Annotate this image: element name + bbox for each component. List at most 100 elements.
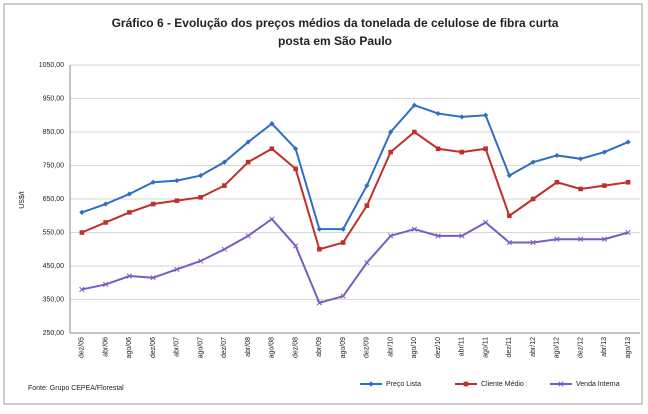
data-point <box>245 159 251 165</box>
data-point <box>126 273 133 279</box>
legend-marker <box>368 381 374 387</box>
data-point <box>103 220 108 225</box>
data-point <box>198 195 203 200</box>
data-point <box>483 112 489 118</box>
data-point <box>602 183 607 188</box>
x-tick-label: dez/05 <box>79 337 86 358</box>
y-tick-label: 1050,00 <box>39 62 64 69</box>
data-point <box>221 246 228 252</box>
data-point <box>102 281 109 288</box>
y-tick-label: 750,00 <box>43 162 65 169</box>
y-tick-label: 250,00 <box>43 330 65 337</box>
x-tick-label: abr/06 <box>102 337 109 357</box>
x-tick-label: ago/07 <box>197 337 204 359</box>
x-tick-label: dez/07 <box>221 337 228 358</box>
data-point <box>340 226 346 232</box>
data-point <box>364 183 370 189</box>
legend-label: Preço Lista <box>386 381 421 388</box>
data-point <box>340 240 346 245</box>
data-point <box>79 286 85 293</box>
data-point <box>459 233 465 239</box>
data-point <box>293 166 298 172</box>
data-point <box>530 239 536 246</box>
data-point <box>222 183 227 188</box>
x-tick-label: abr/12 <box>530 337 537 357</box>
y-axis-label: US$/t <box>19 191 26 209</box>
data-point <box>435 146 441 152</box>
legend-marker <box>463 381 469 387</box>
data-point <box>412 129 417 135</box>
data-point <box>435 233 441 239</box>
x-tick-label: ago/12 <box>554 337 561 359</box>
x-tick-label: dez/10 <box>435 337 442 358</box>
data-point <box>150 275 156 281</box>
series-line <box>81 104 629 231</box>
data-point <box>554 236 560 242</box>
y-tick-label: 450,00 <box>43 263 65 270</box>
data-point <box>317 246 322 252</box>
legend-label: Cliente Médio <box>481 381 524 388</box>
data-point <box>507 213 512 219</box>
data-point <box>625 139 631 145</box>
x-tick-label: abr/08 <box>245 337 252 357</box>
data-point <box>577 236 584 242</box>
data-point <box>126 191 132 197</box>
data-point <box>316 226 322 232</box>
data-point <box>388 149 393 155</box>
data-point <box>364 259 370 266</box>
data-point <box>79 230 85 235</box>
data-point <box>269 216 275 222</box>
data-point <box>364 203 370 208</box>
x-tick-label: abr/11 <box>459 337 466 356</box>
data-point <box>316 300 323 306</box>
data-point <box>578 156 584 162</box>
data-point <box>601 236 608 242</box>
data-point <box>554 179 560 185</box>
x-tick-label: dez/06 <box>150 337 157 358</box>
data-point <box>482 219 489 226</box>
y-tick-label: 650,00 <box>43 196 65 203</box>
data-point <box>388 129 394 135</box>
chart-title: Gráfico 6 - Evolução dos preços médios d… <box>112 16 559 30</box>
series-line <box>81 130 629 251</box>
data-point <box>554 152 560 159</box>
source: Fonte: Grupo CEPEA/Florestal <box>28 385 124 392</box>
x-tick-label: ago/06 <box>126 337 133 359</box>
x-tick-label: dez/12 <box>577 337 584 358</box>
x-tick-label: ago/10 <box>411 337 418 359</box>
x-tick-label: ago/09 <box>340 337 347 359</box>
data-point <box>292 243 299 249</box>
data-point <box>530 196 536 202</box>
data-point <box>293 146 299 152</box>
data-point <box>150 179 156 185</box>
data-point <box>506 172 512 179</box>
data-point <box>198 172 204 179</box>
data-point <box>340 293 346 299</box>
chart-title: posta em São Paulo <box>278 34 392 48</box>
y-tick-label: 950,00 <box>43 95 65 102</box>
data-point <box>506 239 513 246</box>
frame <box>3 3 643 405</box>
legend-label: Venda Interna <box>576 381 620 388</box>
data-point <box>197 258 204 264</box>
data-point <box>387 233 394 239</box>
data-point <box>269 146 275 152</box>
data-point <box>625 229 631 236</box>
legend-marker <box>558 381 564 387</box>
data-point <box>459 149 465 155</box>
data-point <box>127 210 132 215</box>
x-tick-label: ago/11 <box>482 337 489 358</box>
data-point <box>221 159 227 165</box>
data-point <box>625 179 631 185</box>
y-tick-label: 550,00 <box>43 229 65 236</box>
data-point <box>174 177 180 184</box>
data-point <box>435 110 441 117</box>
data-point <box>79 209 85 215</box>
x-tick-label: abr/09 <box>316 337 323 357</box>
x-tick-label: ago/08 <box>269 337 276 359</box>
x-tick-label: dez/11 <box>506 337 513 358</box>
data-point <box>174 266 180 273</box>
x-tick-label: dez/08 <box>292 337 299 358</box>
y-tick-label: 350,00 <box>43 296 65 303</box>
series-line <box>81 217 629 305</box>
